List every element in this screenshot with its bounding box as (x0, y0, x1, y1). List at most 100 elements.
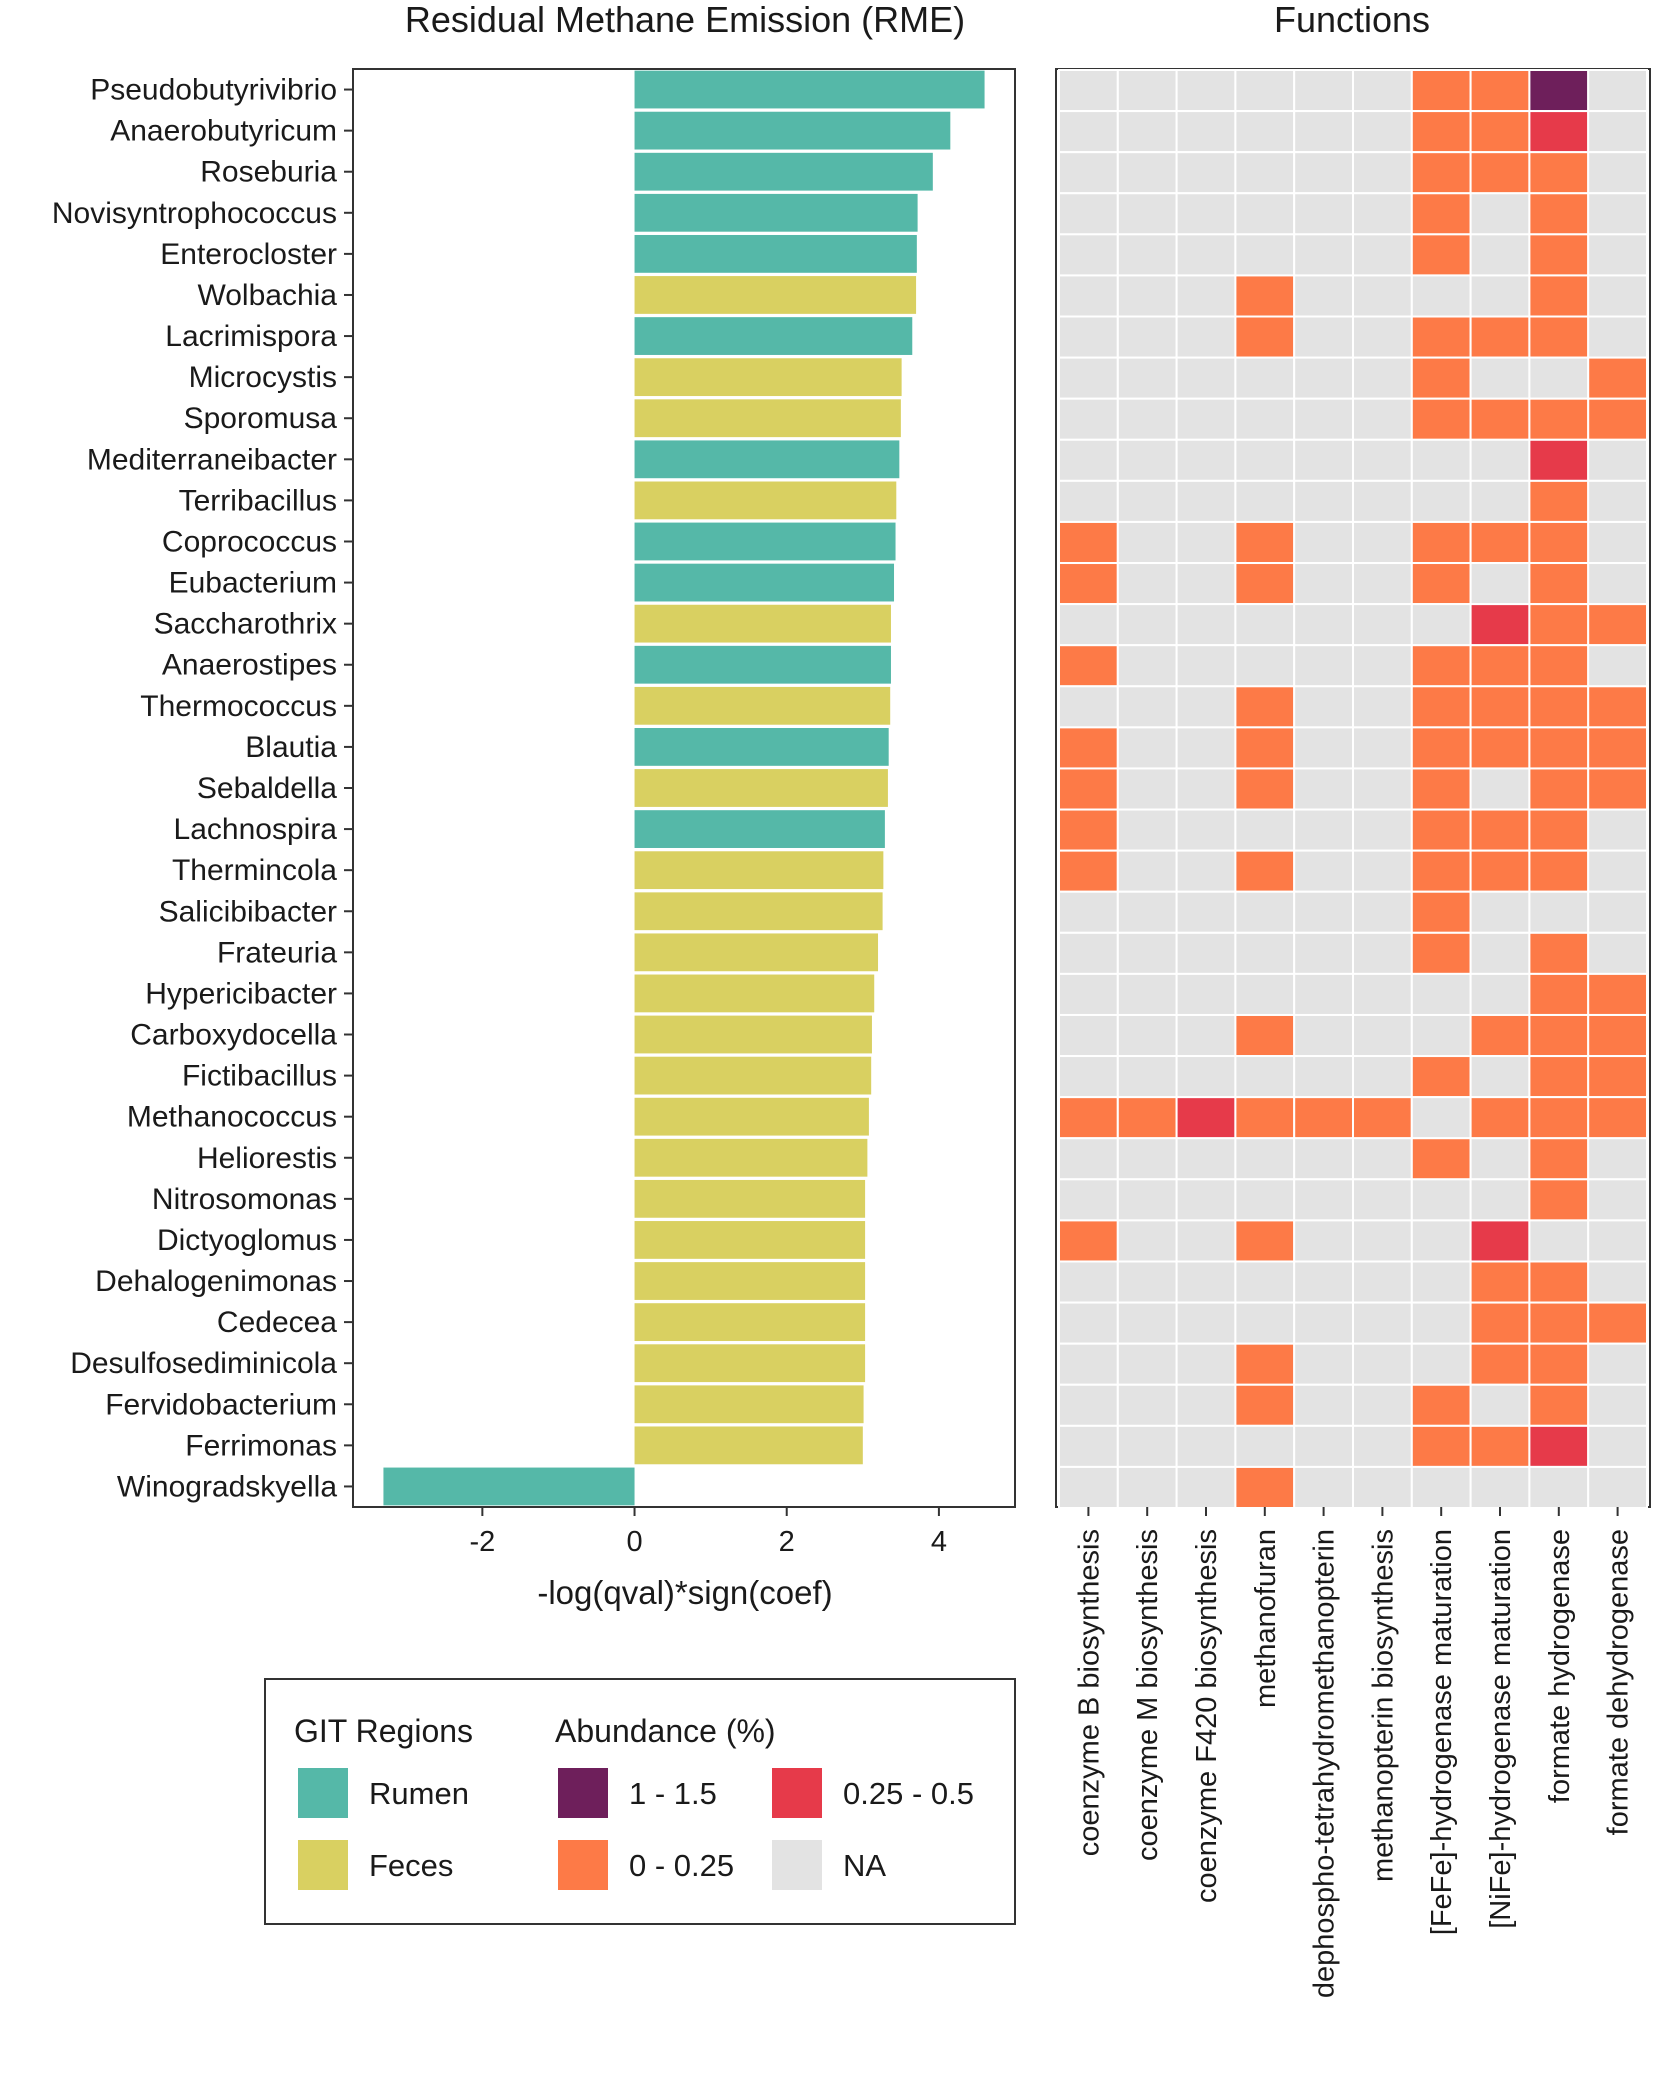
heatmap-cell (1234, 1178, 1296, 1222)
heatmap-cell (1058, 1055, 1119, 1099)
heatmap-cell (1587, 151, 1648, 195)
bar-anaerobutyricum (634, 111, 951, 150)
bar-winogradskyella (383, 1467, 635, 1506)
y-label-wolbachia: Wolbachia (197, 279, 337, 312)
heatmap-cell (1175, 315, 1237, 359)
heatmap-cell (1352, 1178, 1413, 1222)
column-label: coenzyme B biosynthesis (1073, 1529, 1105, 1856)
heatmap-cell (1528, 603, 1590, 647)
heatmap-cell (1058, 233, 1119, 277)
heatmap-cell (1293, 849, 1354, 893)
heatmap-cell (1058, 808, 1119, 852)
heatmap-cell (1116, 767, 1178, 811)
heatmap-cell (1352, 685, 1413, 729)
heatmap-cell (1587, 972, 1648, 1016)
column-label: [FeFe]-hydrogenase maturation (1426, 1529, 1458, 1935)
heatmap-cell (1469, 1137, 1531, 1181)
bar-dehalogenimonas (634, 1262, 866, 1300)
heatmap-cell (1410, 1013, 1472, 1058)
heatmap-cell (1528, 110, 1590, 154)
heatmap-cell (1116, 1137, 1178, 1181)
heatmap-cell (1293, 520, 1354, 565)
heatmap-cell (1058, 890, 1119, 934)
heatmap-cell (1469, 1219, 1531, 1263)
heatmap-cell (1234, 808, 1296, 852)
heatmap-cell (1469, 726, 1531, 770)
heatmap-cell (1410, 1096, 1472, 1140)
heatmap-cell (1234, 1096, 1296, 1140)
heatmap-cell (1528, 808, 1590, 852)
heatmap-cell (1469, 931, 1531, 975)
y-label-heliorestis: Heliorestis (197, 1142, 337, 1175)
y-label-eubacterium: Eubacterium (169, 567, 337, 600)
legend-git-title: GIT Regions (294, 1713, 473, 1749)
bar-lacrimispora (634, 317, 913, 355)
bar-chart-title: Residual Methane Emission (RME) (405, 0, 965, 40)
column-label: coenzyme M biosynthesis (1132, 1529, 1164, 1861)
heatmap-cell (1587, 274, 1648, 318)
heatmap-cell (1175, 849, 1237, 893)
heatmap-cell (1410, 1424, 1472, 1468)
bar-thermincola (634, 851, 884, 890)
heatmap-cell (1587, 562, 1648, 606)
heatmap-cell (1234, 1137, 1296, 1181)
heatmap-cell (1293, 972, 1354, 1016)
heatmap-cell (1410, 849, 1472, 893)
heatmap-cell (1469, 192, 1531, 236)
bar-frateuria (634, 933, 879, 972)
heatmap-cell (1175, 1424, 1237, 1468)
heatmap-cell (1293, 274, 1354, 318)
heatmap-cell (1116, 151, 1178, 195)
heatmap-cell (1352, 1424, 1413, 1468)
y-label-cedecea: Cedecea (217, 1306, 337, 1339)
y-label-dictyoglomus: Dictyoglomus (157, 1224, 337, 1257)
heatmap-cell (1175, 69, 1237, 113)
heatmap-cell (1410, 931, 1472, 975)
heatmap-cell (1587, 1096, 1648, 1140)
bar-ferrimonas (634, 1426, 863, 1465)
heatmap-cell (1587, 233, 1648, 277)
heatmap-cell (1528, 1055, 1590, 1099)
heatmap-cell (1234, 479, 1296, 523)
y-label-coprococcus: Coprococcus (162, 525, 337, 558)
heatmap-cell (1352, 1055, 1413, 1099)
heatmap-cell (1352, 644, 1413, 688)
heatmap-cell (1116, 438, 1178, 482)
heatmap-cell (1175, 603, 1237, 647)
heatmap-cell (1175, 192, 1237, 236)
heatmap-cell (1058, 685, 1119, 729)
heatmap-cell (1234, 315, 1296, 359)
heatmap-cell (1116, 1342, 1178, 1386)
heatmap-cell (1234, 767, 1296, 811)
heatmap-cell (1469, 520, 1531, 565)
heatmap-cell (1352, 1383, 1413, 1427)
heatmap-cell (1410, 890, 1472, 934)
heatmap-cell (1469, 1383, 1531, 1427)
heatmap-cell (1352, 890, 1413, 934)
heatmap-cell (1175, 767, 1237, 811)
legend-label-rumen: Rumen (369, 1776, 469, 1811)
bar-salicibibacter (634, 892, 883, 931)
heatmap-cell (1410, 1178, 1472, 1222)
y-label-frateuria: Frateuria (217, 936, 337, 969)
heatmap-cell (1587, 1178, 1648, 1222)
heatmap-cell (1116, 1260, 1178, 1304)
heatmap-cell (1058, 849, 1119, 893)
heatmap-cell (1528, 1178, 1590, 1222)
y-label-microcystis: Microcystis (189, 361, 337, 394)
heatmap-cell (1234, 438, 1296, 482)
heatmap-cell (1469, 479, 1531, 523)
heatmap-cell (1528, 1383, 1590, 1427)
heatmap-cell (1116, 931, 1178, 975)
heatmap-cell (1352, 562, 1413, 606)
y-label-terribacillus: Terribacillus (179, 484, 337, 517)
heatmap-cell (1587, 520, 1648, 565)
heatmap-cell (1587, 1383, 1648, 1427)
heatmap-cell (1528, 1013, 1590, 1058)
bar-category-labels: Pseudobutyrivibrio Anaerobutyricum Rosebur… (52, 74, 353, 1503)
heatmap-cells (1058, 69, 1648, 1510)
heatmap-cell (1234, 931, 1296, 975)
heatmap-cell (1293, 192, 1354, 236)
column-label: coenzyme F420 biosynthesis (1191, 1529, 1223, 1903)
